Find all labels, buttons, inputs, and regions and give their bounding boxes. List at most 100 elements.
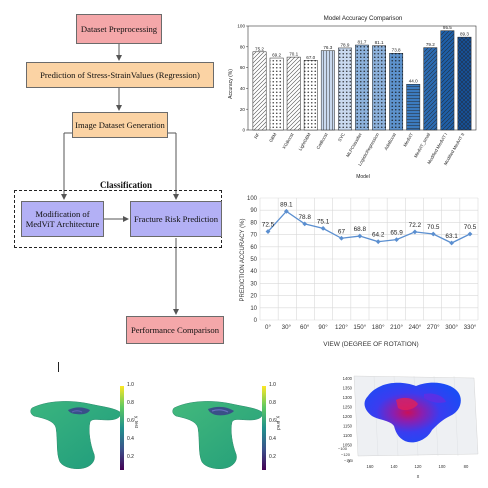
fracture-risk-box: Fracture Risk Prediction bbox=[130, 201, 222, 237]
classification-label: Classification bbox=[100, 180, 153, 190]
colorbar-tick: 0.4 bbox=[127, 436, 134, 442]
bar-ytick-label: 60 bbox=[240, 65, 246, 70]
line-point bbox=[430, 231, 436, 237]
line-xtick-label: 30° bbox=[282, 324, 292, 331]
line-ytick-label: 50 bbox=[250, 257, 257, 263]
colorbar-test-label: y_test bbox=[134, 416, 139, 429]
bar-value-label: 69.2 bbox=[272, 53, 281, 58]
line-ytick-label: 20 bbox=[250, 294, 257, 300]
scatter-x-tick: 80 bbox=[464, 464, 469, 469]
colorbar-tick: 1.0 bbox=[127, 382, 134, 388]
bar-chart-title: Model Accuracy Comparison bbox=[324, 15, 403, 22]
bar-chart-xlabel: Model bbox=[356, 174, 370, 180]
colorbar-tick: 0.8 bbox=[269, 400, 276, 406]
line-value-label: 89.1 bbox=[280, 201, 293, 208]
bar-hatch-9 bbox=[406, 84, 420, 130]
bar-value-label: 78.9 bbox=[340, 42, 349, 47]
bar-category-label: MedViT_small bbox=[413, 132, 431, 159]
scatter-z-tick: 1400 bbox=[343, 376, 353, 381]
bar-category-label: RF bbox=[253, 132, 260, 140]
line-point bbox=[283, 208, 289, 214]
bar-hatch-7 bbox=[372, 45, 386, 130]
colorbar-test bbox=[120, 386, 124, 470]
bar-value-label: 44.0 bbox=[409, 79, 418, 84]
line-point bbox=[467, 231, 473, 237]
line-ytick-label: 40 bbox=[250, 269, 257, 275]
modification-medvit-box: Modification of MedViT Architecture bbox=[21, 201, 104, 237]
line-value-label: 70.5 bbox=[427, 224, 440, 231]
line-point bbox=[449, 240, 455, 246]
colorbar-tick: 0.6 bbox=[127, 418, 134, 424]
line-ytick-label: 10 bbox=[250, 306, 257, 312]
line-point bbox=[357, 233, 363, 239]
bar-category-label: LightGBM bbox=[298, 132, 312, 152]
bar-ytick-label: 80 bbox=[240, 44, 246, 49]
bar-category-label: AdaBoost bbox=[383, 131, 397, 151]
bar-hatch-4 bbox=[321, 50, 335, 131]
scatter-3d-plot: 1400 1350 1300 1250 1200 1150 1100 1050 160 140 12… bbox=[338, 375, 479, 480]
bone-render-test bbox=[30, 401, 121, 469]
bar-hatch-12 bbox=[457, 37, 472, 130]
line-xtick-label: 150° bbox=[353, 324, 366, 331]
line-value-label: 78.8 bbox=[299, 214, 312, 221]
line-value-label: 72.5 bbox=[262, 222, 275, 229]
line-value-label: 63.1 bbox=[445, 233, 458, 240]
line-value-label: 68.8 bbox=[354, 226, 367, 233]
colorbar-pred-label: y_pred bbox=[276, 416, 281, 430]
bone-render-pred bbox=[172, 401, 263, 469]
bar-chart-ylabel: Accuracy (%) bbox=[228, 69, 234, 99]
line-ytick-label: 100 bbox=[247, 196, 258, 202]
bar-hatch-11 bbox=[440, 30, 455, 130]
line-value-label: 65.9 bbox=[390, 230, 403, 237]
line-xtick-label: 330° bbox=[464, 324, 477, 331]
scatter-z-tick: 1350 bbox=[343, 386, 353, 391]
scatter-y-label: y bbox=[348, 458, 351, 464]
scatter-z-tick: 1050 bbox=[343, 443, 353, 448]
bar-hatch-1 bbox=[269, 58, 284, 131]
bar-category-label: GBM bbox=[268, 132, 278, 143]
colorbar-tick: 0.6 bbox=[269, 418, 276, 424]
bar-category-label: XGBoost bbox=[281, 131, 295, 149]
bar-value-label: 81.7 bbox=[358, 40, 367, 45]
scatter-z-tick: 1300 bbox=[343, 395, 353, 400]
line-chart-xlabel: VIEW (DEGREE OF ROTATION) bbox=[323, 341, 418, 348]
line-xtick-label: 270° bbox=[427, 324, 440, 331]
bar-hatch-8 bbox=[389, 53, 403, 130]
text-cursor-mark bbox=[58, 362, 59, 372]
line-value-label: 75.1 bbox=[317, 218, 330, 225]
line-xtick-label: 90° bbox=[318, 324, 328, 331]
image-dataset-generation-box: Image Dataset Generation bbox=[72, 112, 168, 138]
line-xtick-label: 60° bbox=[300, 324, 310, 331]
bar-ytick-label: 100 bbox=[237, 24, 245, 29]
scatter-x-tick: 100 bbox=[439, 464, 447, 469]
bar-hatch-0 bbox=[252, 51, 267, 130]
bar-value-label: 81.1 bbox=[375, 40, 384, 45]
bar-category-label: CatBoost bbox=[315, 131, 329, 150]
bar-value-label: 70.1 bbox=[289, 52, 298, 57]
scatter-z-tick: 1100 bbox=[343, 433, 353, 438]
line-chart-ylabel: PREDICTION ACCURACY (%) bbox=[240, 219, 246, 302]
line-ytick-label: 90 bbox=[250, 208, 257, 214]
colorbar-tick: 0.8 bbox=[127, 400, 134, 406]
bar-value-label: 89.3 bbox=[460, 32, 469, 37]
line-point bbox=[320, 225, 326, 231]
scatter-y-tick: −120 bbox=[341, 452, 351, 457]
dataset-preprocessing-box: Dataset Preprocessing bbox=[76, 14, 162, 44]
bar-hatch-2 bbox=[287, 57, 301, 130]
line-xtick-label: 300° bbox=[445, 324, 458, 331]
scatter-z-tick: 1200 bbox=[343, 414, 353, 419]
bar-hatch-3 bbox=[304, 60, 318, 130]
bar-value-label: 75.2 bbox=[255, 46, 264, 51]
line-ytick-label: 60 bbox=[250, 245, 257, 251]
line-xtick-label: 120° bbox=[335, 324, 348, 331]
bar-value-label: 79.2 bbox=[426, 42, 435, 47]
modification-line-2: MedViT Architecture bbox=[25, 219, 100, 229]
flowchart-connectors bbox=[61, 44, 179, 315]
rotation-accuracy-line-chart: 0 10 20 30 40 50 60 70 80 90 100 0° 30° 60° 90° 120° 150… bbox=[240, 196, 479, 348]
scatter-x-tick: 120 bbox=[415, 464, 423, 469]
scatter-z-tick: 1250 bbox=[343, 405, 353, 410]
line-ytick-label: 80 bbox=[250, 220, 257, 226]
line-xtick-label: 180° bbox=[372, 324, 385, 331]
line-xtick-label: 0° bbox=[265, 324, 271, 331]
line-value-label: 70.5 bbox=[464, 224, 477, 231]
